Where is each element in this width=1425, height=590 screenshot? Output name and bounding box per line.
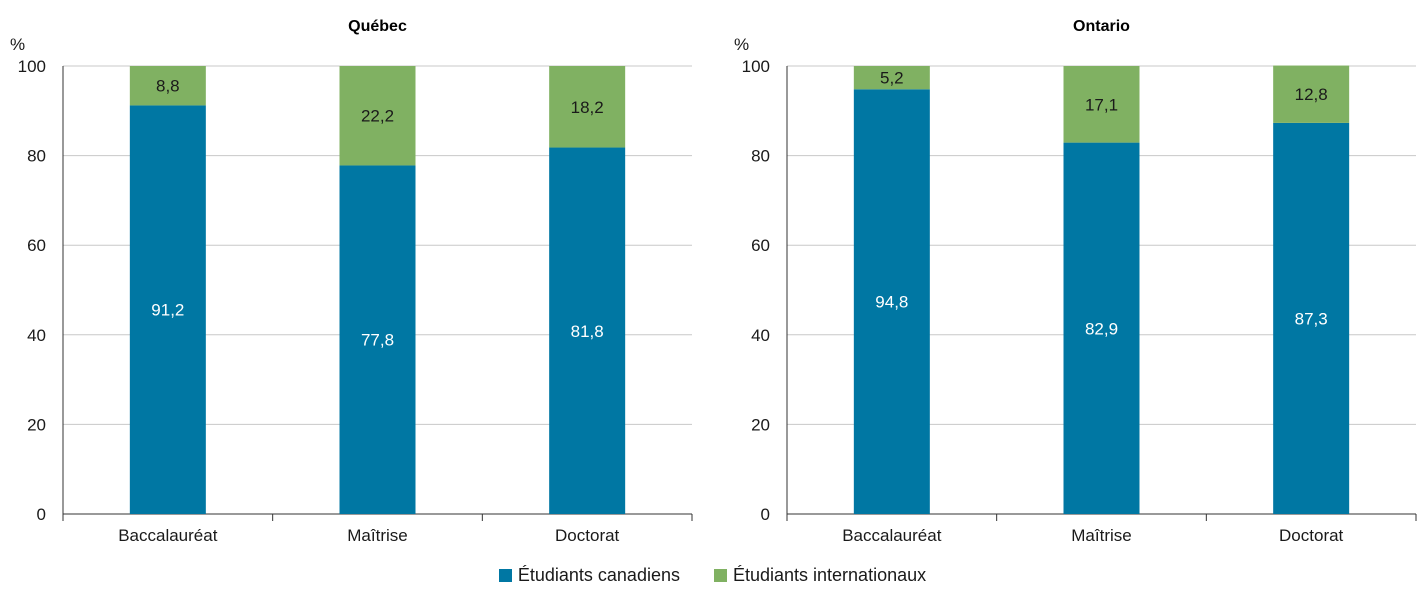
bar-internationaux [549,66,626,148]
y-axis-label: % [10,35,25,54]
y-axis-label: % [734,35,749,54]
legend-label-canadiens: Étudiants canadiens [517,565,680,585]
y-tick-label: 0 [761,505,770,524]
x-tick-label: Baccalauréat [842,526,942,545]
y-tick-label: 20 [27,415,46,434]
y-tick-label: 40 [27,326,46,345]
legend: Étudiants canadiens Étudiants internatio… [0,565,1425,586]
legend-item-internationaux: Étudiants internationaux [713,565,927,586]
y-tick-label: 80 [751,147,770,166]
bar-internationaux [1273,65,1350,123]
y-tick-label: 60 [751,236,770,255]
data-label: 8,8 [156,77,180,96]
data-label: 82,9 [1085,319,1118,338]
data-label: 91,2 [151,301,184,320]
y-tick-label: 40 [751,326,770,345]
x-tick-label: Maîtrise [1071,526,1131,545]
legend-swatch-canadiens [498,569,512,582]
data-label: 12,8 [1295,85,1328,104]
bar-canadiens [853,89,930,515]
data-label: 87,3 [1295,309,1328,328]
data-label: 18,2 [571,98,604,117]
y-tick-label: 60 [27,236,46,255]
data-label: 81,8 [571,322,604,341]
bar-internationaux [853,66,930,90]
y-tick-label: 100 [742,57,770,76]
x-tick-label: Doctorat [555,526,620,545]
legend-swatch-internationaux [713,569,727,582]
bar-internationaux [1063,66,1140,143]
bar-canadiens [339,165,416,514]
chart-title: Ontario [1073,18,1130,35]
bar-canadiens [129,105,206,514]
y-tick-label: 20 [751,415,770,434]
legend-label-internationaux: Étudiants internationaux [732,565,927,585]
data-label: 77,8 [361,331,394,350]
data-label: 94,8 [875,293,908,312]
data-label: 5,2 [880,69,904,88]
y-tick-label: 0 [37,505,46,524]
x-tick-label: Maîtrise [347,526,407,545]
legend-item-canadiens: Étudiants canadiens [498,565,680,586]
chart-canvas: 0 20 40 60 80 100% Québec 91,2 8,8 Baccalauréat 77… [10,18,1417,545]
x-tick-label: Baccalauréat [118,526,218,545]
bar-canadiens [1273,122,1350,515]
bar-canadiens [1063,142,1140,514]
bar-internationaux [129,66,206,106]
data-label: 17,1 [1085,95,1118,114]
bar-canadiens [549,147,626,514]
chart-panel-2: 0 20 40 60 80 100% Ontario 94,8 5,2 Baccalauréat 8… [734,18,1417,545]
chart-title: Québec [348,18,407,35]
bar-internationaux [339,66,416,166]
y-tick-label: 80 [27,147,46,166]
x-tick-label: Doctorat [1279,526,1344,545]
chart-panel-1: 0 20 40 60 80 100% Québec 91,2 8,8 Baccalauréat 77… [10,18,693,545]
data-label: 22,2 [361,107,394,126]
y-tick-label: 100 [18,57,46,76]
